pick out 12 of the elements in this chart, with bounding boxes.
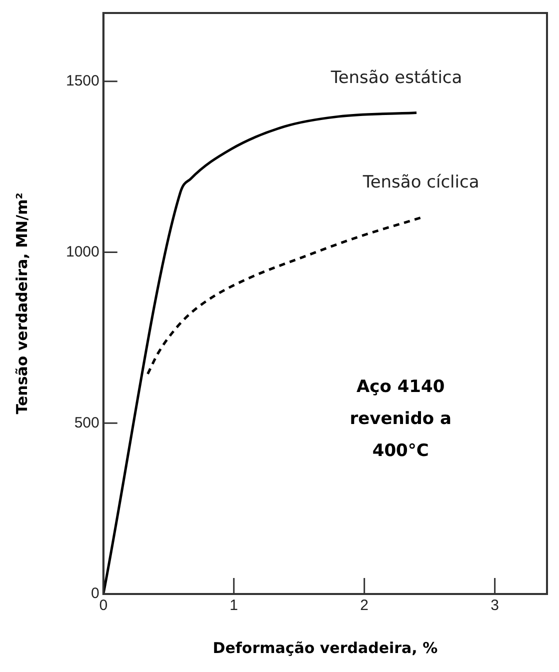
y-axis-title: Tensão verdadeira, MN/m² [12, 192, 31, 414]
y-tick-label: 1500 [66, 72, 100, 90]
x-tick-label: 3 [490, 597, 499, 614]
annotation: Aço 4140 revenido a 400°C [350, 377, 452, 462]
y-tick-label: 1000 [66, 243, 100, 260]
x-tick-label: 2 [360, 597, 368, 614]
x-tick-label: 1 [230, 597, 238, 614]
y-tick-label: 0 [91, 585, 100, 602]
series-label: Tensão estática [330, 68, 462, 88]
text: Tensão cíclica [362, 172, 480, 192]
x-axis-title: Deformação verdadeira, % [212, 638, 438, 657]
y-tick-label: 500 [74, 414, 100, 432]
